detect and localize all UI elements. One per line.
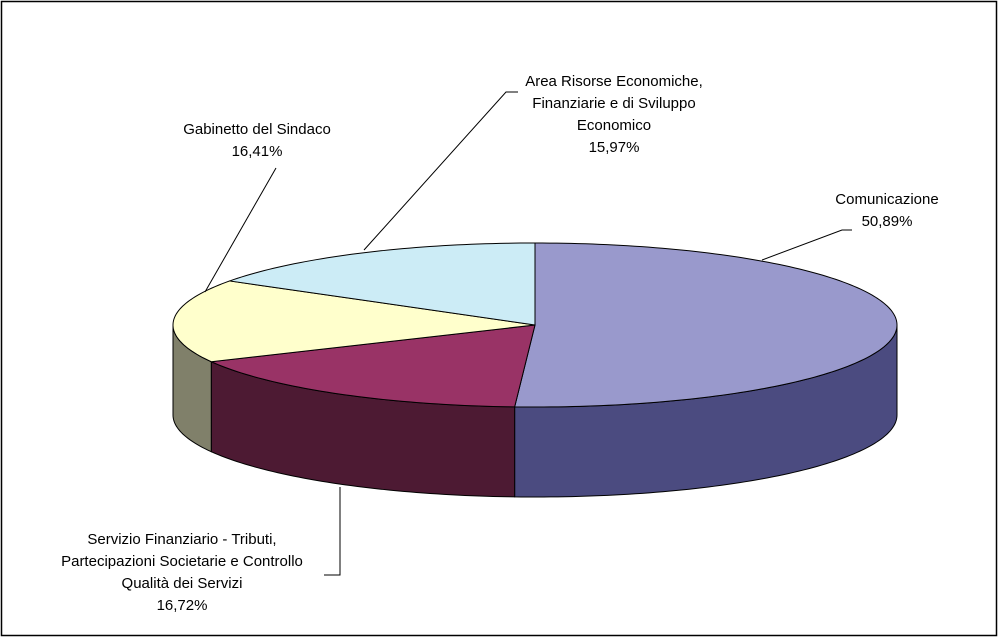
slice (172, 280, 536, 363)
slice (209, 324, 536, 408)
label-line: Qualità dei Servizi (122, 575, 243, 592)
value-label: 50,89% (862, 213, 913, 230)
slice (514, 242, 898, 408)
label-line: Area Risorse Economiche, (525, 73, 703, 90)
label-line: Comunicazione (835, 191, 938, 208)
slice-label: Comunicazione (835, 191, 938, 208)
label-line: Finanziarie e di Sviluppo (532, 95, 695, 112)
slice-label: Servizio Finanziario - Tributi, Partecipa… (61, 531, 303, 592)
leader-line (761, 229, 852, 261)
leader-line (204, 167, 277, 293)
leader-line (363, 91, 518, 251)
leader-line (324, 487, 341, 576)
label-line: Economico (577, 117, 651, 134)
label-line: Servizio Finanziario - Tributi, (87, 531, 276, 548)
slice (229, 242, 536, 326)
label-line: Partecipazioni Societarie e Controllo (61, 553, 303, 570)
value-label: 16,72% (157, 597, 208, 614)
value-label: 15,97% (589, 139, 640, 156)
label-line: Gabinetto del Sindaco (183, 121, 331, 138)
slice-label: Gabinetto del Sindaco (183, 121, 331, 138)
slice-label: Area Risorse Economiche, Finanziarie e di… (525, 73, 703, 134)
value-label: 16,41% (232, 143, 283, 160)
